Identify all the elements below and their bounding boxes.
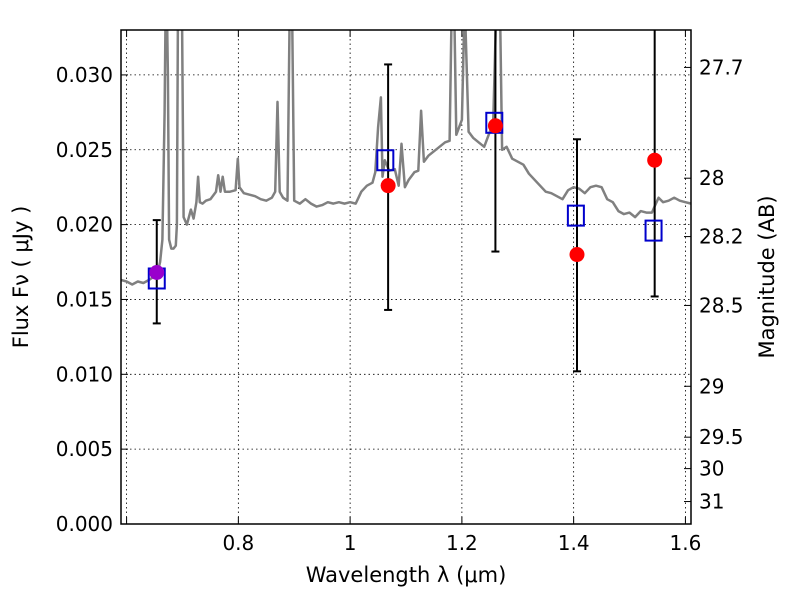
x-tick-label: 1.6 (670, 531, 702, 555)
y-tick-label: 0.030 (56, 63, 113, 87)
y-tick-label: 0.000 (56, 512, 113, 536)
right-tick-label: 27.7 (699, 55, 744, 79)
grid (121, 30, 691, 525)
observed-point (380, 178, 396, 194)
right-tick-label: 28 (699, 166, 724, 190)
x-tick-label: 1.2 (446, 531, 478, 555)
right-axis-label: Magnitude (AB) (755, 195, 779, 358)
tick-labels: 0.8 1 1.2 1.4 1.6 0.000 0.005 0.010 0.015 0.020 0.… (56, 55, 744, 555)
y-tick-label: 0.025 (56, 138, 113, 162)
right-tick-label: 29.5 (699, 425, 744, 449)
right-tick-label: 29 (699, 374, 724, 398)
x-tick-label: 1 (344, 531, 357, 555)
synthetic-point (644, 219, 663, 242)
observed-point (487, 118, 503, 134)
synthetic-point (376, 149, 395, 172)
observed-point (149, 265, 165, 281)
data-points-layer (147, 30, 663, 373)
right-tick-label: 31 (699, 490, 724, 514)
right-tick-label: 30 (699, 457, 724, 481)
observed-point (647, 152, 663, 168)
y-tick-label: 0.020 (56, 213, 113, 237)
observed-point (569, 247, 585, 263)
right-tick-label: 28.5 (699, 293, 744, 317)
y-tick-label: 0.010 (56, 362, 113, 386)
plot-frame (120, 29, 692, 525)
model-spectrum-layer (121, 30, 691, 286)
x-axis-label: Wavelength λ (μm) (306, 563, 507, 587)
model-spectrum-line (121, 30, 691, 286)
right-tick-label: 28.2 (699, 225, 744, 249)
y-tick-label: 0.005 (56, 437, 113, 461)
synthetic-point (566, 204, 585, 227)
y-tick-label: 0.015 (56, 287, 113, 311)
ticks (121, 30, 691, 525)
y-axis-label: Flux Fν ( μJy ) (9, 206, 33, 349)
x-tick-label: 1.4 (558, 531, 590, 555)
x-tick-label: 0.8 (222, 531, 254, 555)
